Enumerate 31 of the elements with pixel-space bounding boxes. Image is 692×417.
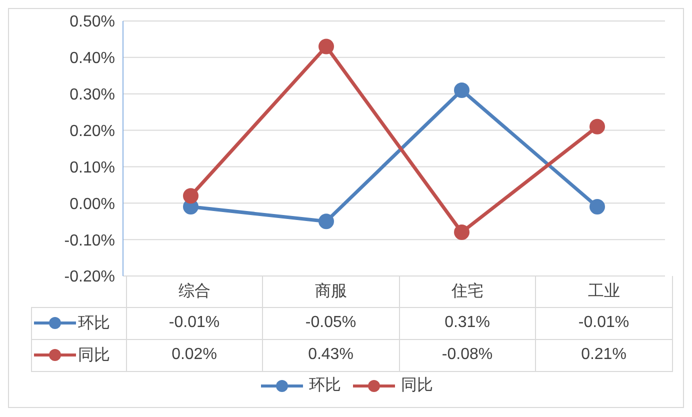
y-tick-label: 0.20% [70,122,115,140]
y-tick-label: 0.40% [70,50,115,68]
data-label: 0.43% [262,339,399,371]
point [590,118,605,134]
y-tick-label: 0.00% [70,196,115,213]
x-tick-label: 住宅 [399,276,536,307]
y-tick-label: 0.30% [70,86,115,104]
data-label: 0.21% [536,339,672,371]
text: 环比 [309,377,341,394]
x-tick-label: 综合 [126,276,262,307]
point [454,82,470,98]
y-tick-label: -0.10% [64,232,115,250]
data-label: -0.05% [262,307,399,339]
point [454,224,470,240]
point [318,214,334,230]
data-label: -0.01% [126,307,262,339]
y-tick-label: 0.10% [70,159,115,176]
data-label: 0.31% [399,307,536,339]
text: 同比 [401,377,433,394]
data-label: -0.08% [399,339,536,371]
y-tick-label: -0.20% [64,268,115,286]
legend-label: 环比 [78,314,110,332]
x-tick-label: 商服 [262,276,399,307]
data-label: 0.02% [126,339,262,371]
x-tick-label: 工业 [536,276,672,307]
point [183,188,198,204]
legend-label: 同比 [78,346,110,364]
y-tick-label: 0.50% [70,14,115,31]
data-label: -0.01% [536,307,672,339]
point [318,38,334,54]
point [590,199,605,215]
